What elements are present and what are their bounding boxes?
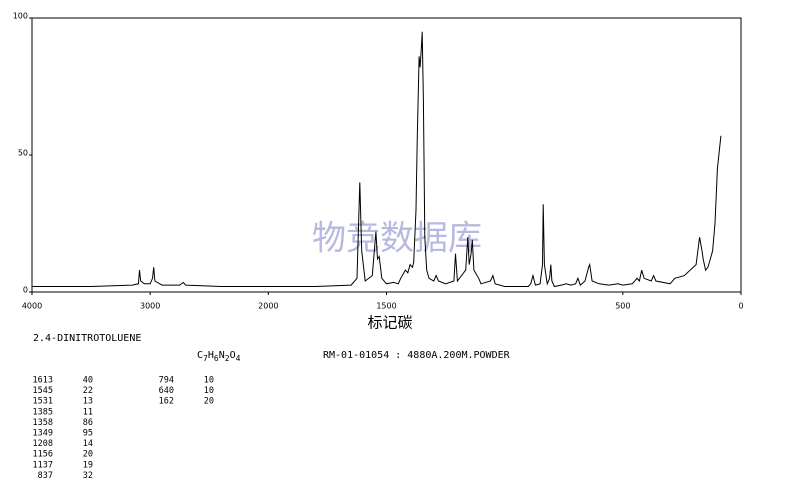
peak-intensity: 95: [83, 429, 93, 439]
peak-wavenumber: 1385: [33, 407, 53, 417]
peak-wavenumber: 1208: [33, 439, 53, 449]
peak-wavenumber: 1349: [33, 429, 53, 439]
peak-wavenumber: 1531: [33, 397, 53, 407]
peak-intensity: 20: [83, 450, 93, 460]
peak-wavenumber: 837: [38, 471, 53, 481]
formula: C7H6N2O4: [197, 350, 241, 363]
peak-intensity: 86: [83, 418, 93, 428]
peak-intensity: 20: [204, 397, 214, 407]
x-tick-label: 500: [615, 302, 630, 311]
peak-wavenumber: 1137: [33, 460, 53, 470]
peak-wavenumber: 640: [159, 386, 174, 396]
peak-wavenumber: 1156: [33, 450, 53, 460]
y-tick-label: 0: [23, 286, 28, 295]
peak-intensity: 19: [83, 460, 93, 470]
x-tick-label: 2000: [258, 302, 278, 311]
peak-wavenumber: 162: [159, 397, 174, 407]
peak-intensity: 13: [83, 397, 93, 407]
spectrum-line: [32, 31, 722, 288]
compound-name: 2.4-DINITROTOLUENE: [33, 333, 141, 344]
peak-intensity: 32: [83, 471, 93, 481]
x-tick-label: 1500: [376, 302, 396, 311]
peak-intensity: 10: [204, 376, 214, 386]
peak-intensity: 10: [204, 386, 214, 396]
peak-intensity: 22: [83, 386, 93, 396]
peak-intensity: 40: [83, 376, 93, 386]
watermark: 物竞数据库: [312, 219, 482, 259]
peak-intensity: 11: [83, 407, 93, 417]
x-tick-label: 0: [738, 302, 743, 311]
y-tick-label: 50: [18, 149, 28, 158]
peak-intensity: 14: [83, 439, 93, 449]
x-axis-label: 标记碳: [367, 314, 412, 332]
peak-wavenumber: 1358: [33, 418, 53, 428]
x-tick-label: 4000: [22, 302, 42, 311]
x-tick-label: 3000: [140, 302, 160, 311]
peak-wavenumber: 1613: [33, 376, 53, 386]
sample-info: RM-01-01054 : 4880A.200M.POWDER: [323, 350, 511, 361]
y-tick-label: 100: [13, 12, 28, 21]
peak-wavenumber: 794: [159, 376, 174, 386]
peak-wavenumber: 1545: [33, 386, 53, 396]
